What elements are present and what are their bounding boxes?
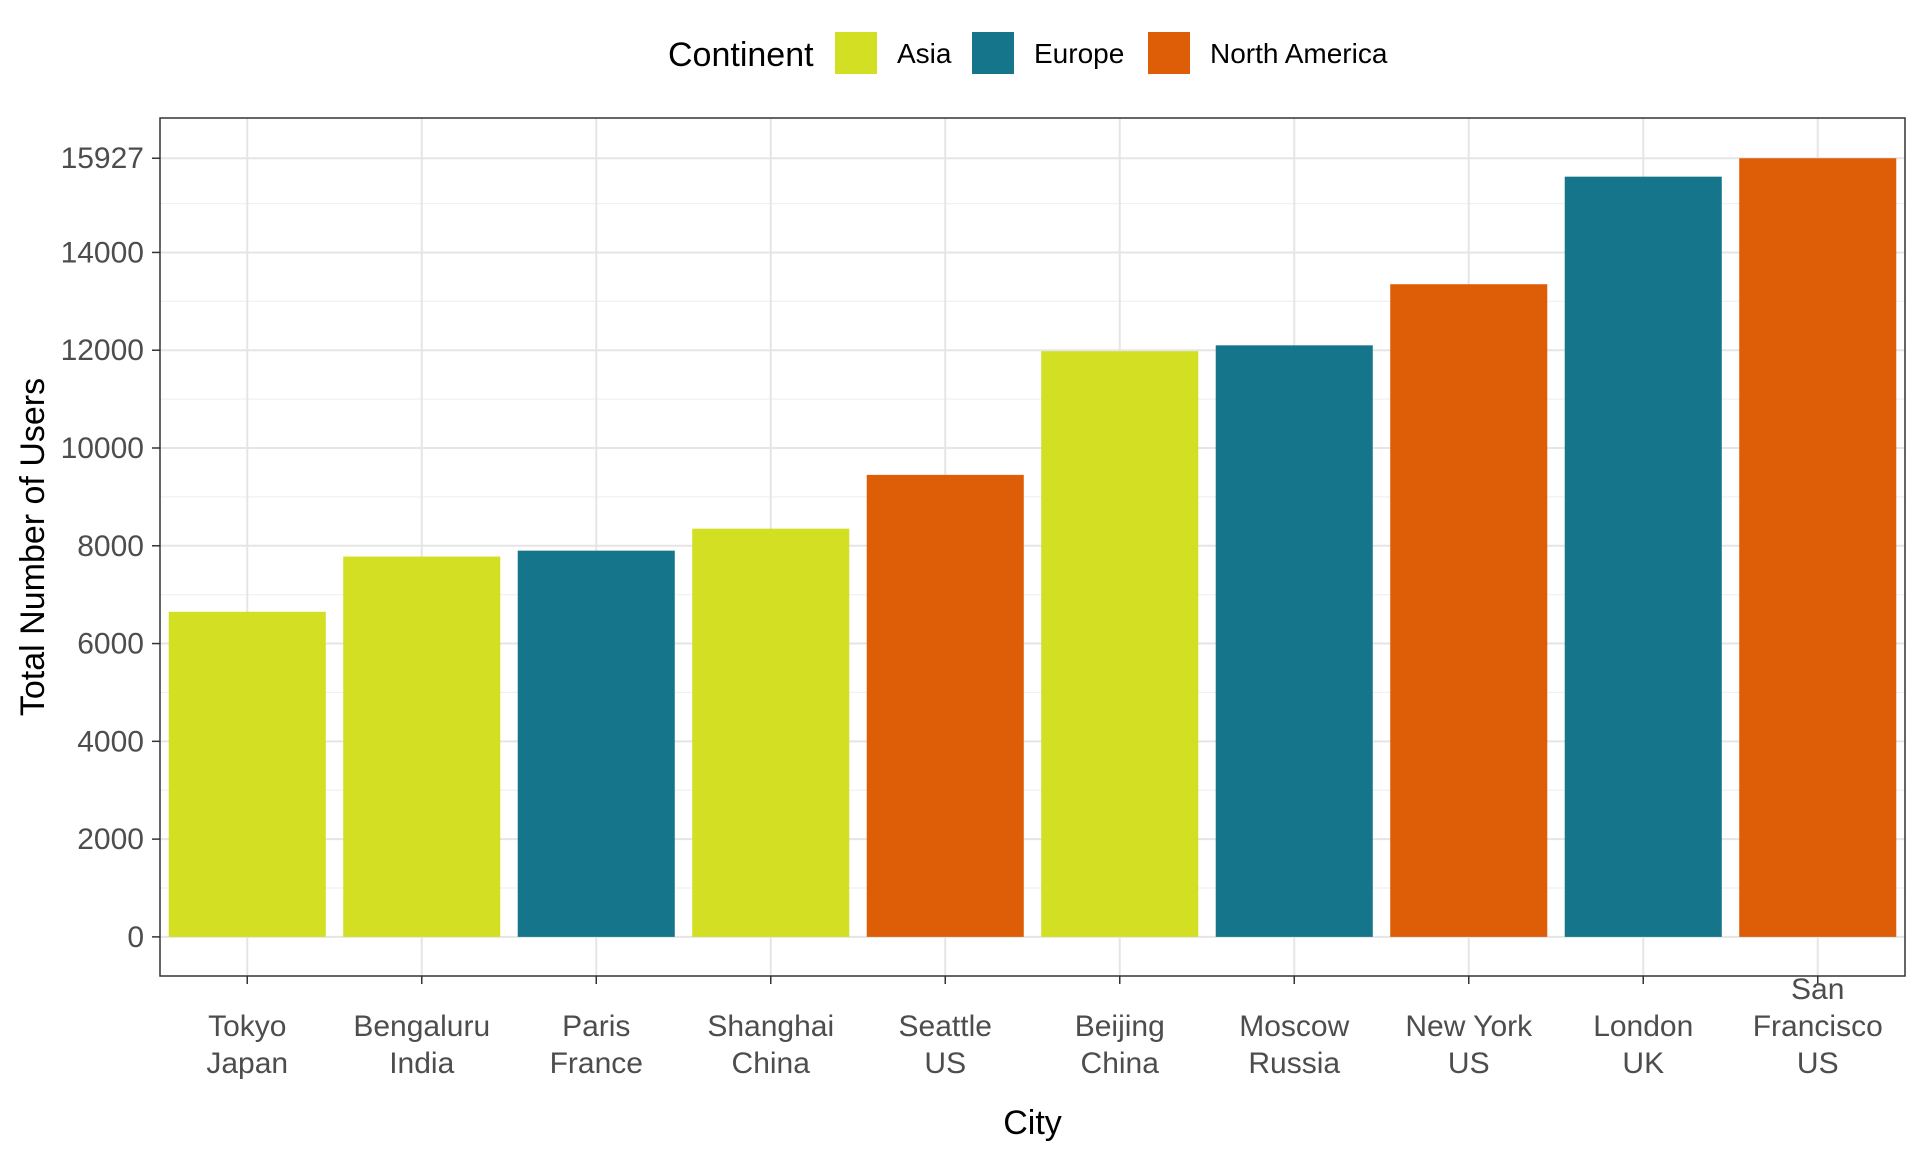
legend-label: North America: [1210, 38, 1388, 69]
legend-label: Europe: [1034, 38, 1124, 69]
legend-key-asia: [835, 32, 877, 74]
legend-key-north-america: [1148, 32, 1190, 74]
legend: Continent Asia Europe North America: [668, 32, 1388, 74]
y-tick-label: 4000: [77, 725, 144, 758]
bar-bengaluru: [343, 556, 501, 937]
x-tick-label: London UK: [1593, 1010, 1693, 1080]
y-tick-label: 6000: [77, 628, 144, 661]
x-axis-title: City: [1003, 1104, 1062, 1142]
y-tick-label: 0: [127, 921, 144, 954]
bars: [168, 158, 1897, 937]
x-tick-label: Shanghai China: [707, 1010, 834, 1080]
bar-beijing: [1041, 351, 1199, 937]
plot-panel-border: [159, 117, 1906, 977]
y-tick-label: 2000: [77, 823, 144, 856]
y-axis-title: Total Number of Users: [14, 378, 52, 716]
y-tick-label: 10000: [61, 432, 144, 465]
x-tick-label: Moscow Russia: [1239, 1010, 1349, 1080]
x-tick-label: New York US: [1405, 1010, 1533, 1080]
bar-paris: [517, 550, 675, 937]
y-axis: 0 2000 4000 6000 8000 10000 12000 14000 15927: [61, 142, 160, 954]
x-tick-label: Tokyo Japan: [206, 1010, 288, 1080]
y-tick-label: 12000: [61, 334, 144, 367]
x-tick-label: Seattle US: [899, 1010, 992, 1080]
bar-shanghai: [692, 528, 850, 937]
x-tick-label: San Francisco US: [1753, 973, 1883, 1080]
bar-tokyo: [168, 611, 326, 937]
y-tick-label: 8000: [77, 530, 144, 563]
y-tick-label: 14000: [61, 236, 144, 269]
x-axis: Tokyo Japan Bengaluru India Paris France Shang…: [206, 973, 1882, 1080]
bar-seattle: [866, 474, 1024, 937]
legend-title: Continent: [668, 36, 814, 74]
bar-new-york: [1390, 284, 1548, 937]
x-tick-label: Beijing China: [1075, 1010, 1165, 1080]
bar-moscow: [1215, 345, 1373, 937]
bar-london: [1564, 176, 1722, 937]
x-tick-label: Paris France: [550, 1010, 643, 1080]
legend-label: Asia: [897, 38, 952, 69]
y-tick-label: 15927: [61, 142, 144, 175]
legend-key-europe: [972, 32, 1014, 74]
x-tick-label: Bengaluru India: [353, 1010, 490, 1080]
bar-san-francisco: [1739, 158, 1897, 937]
